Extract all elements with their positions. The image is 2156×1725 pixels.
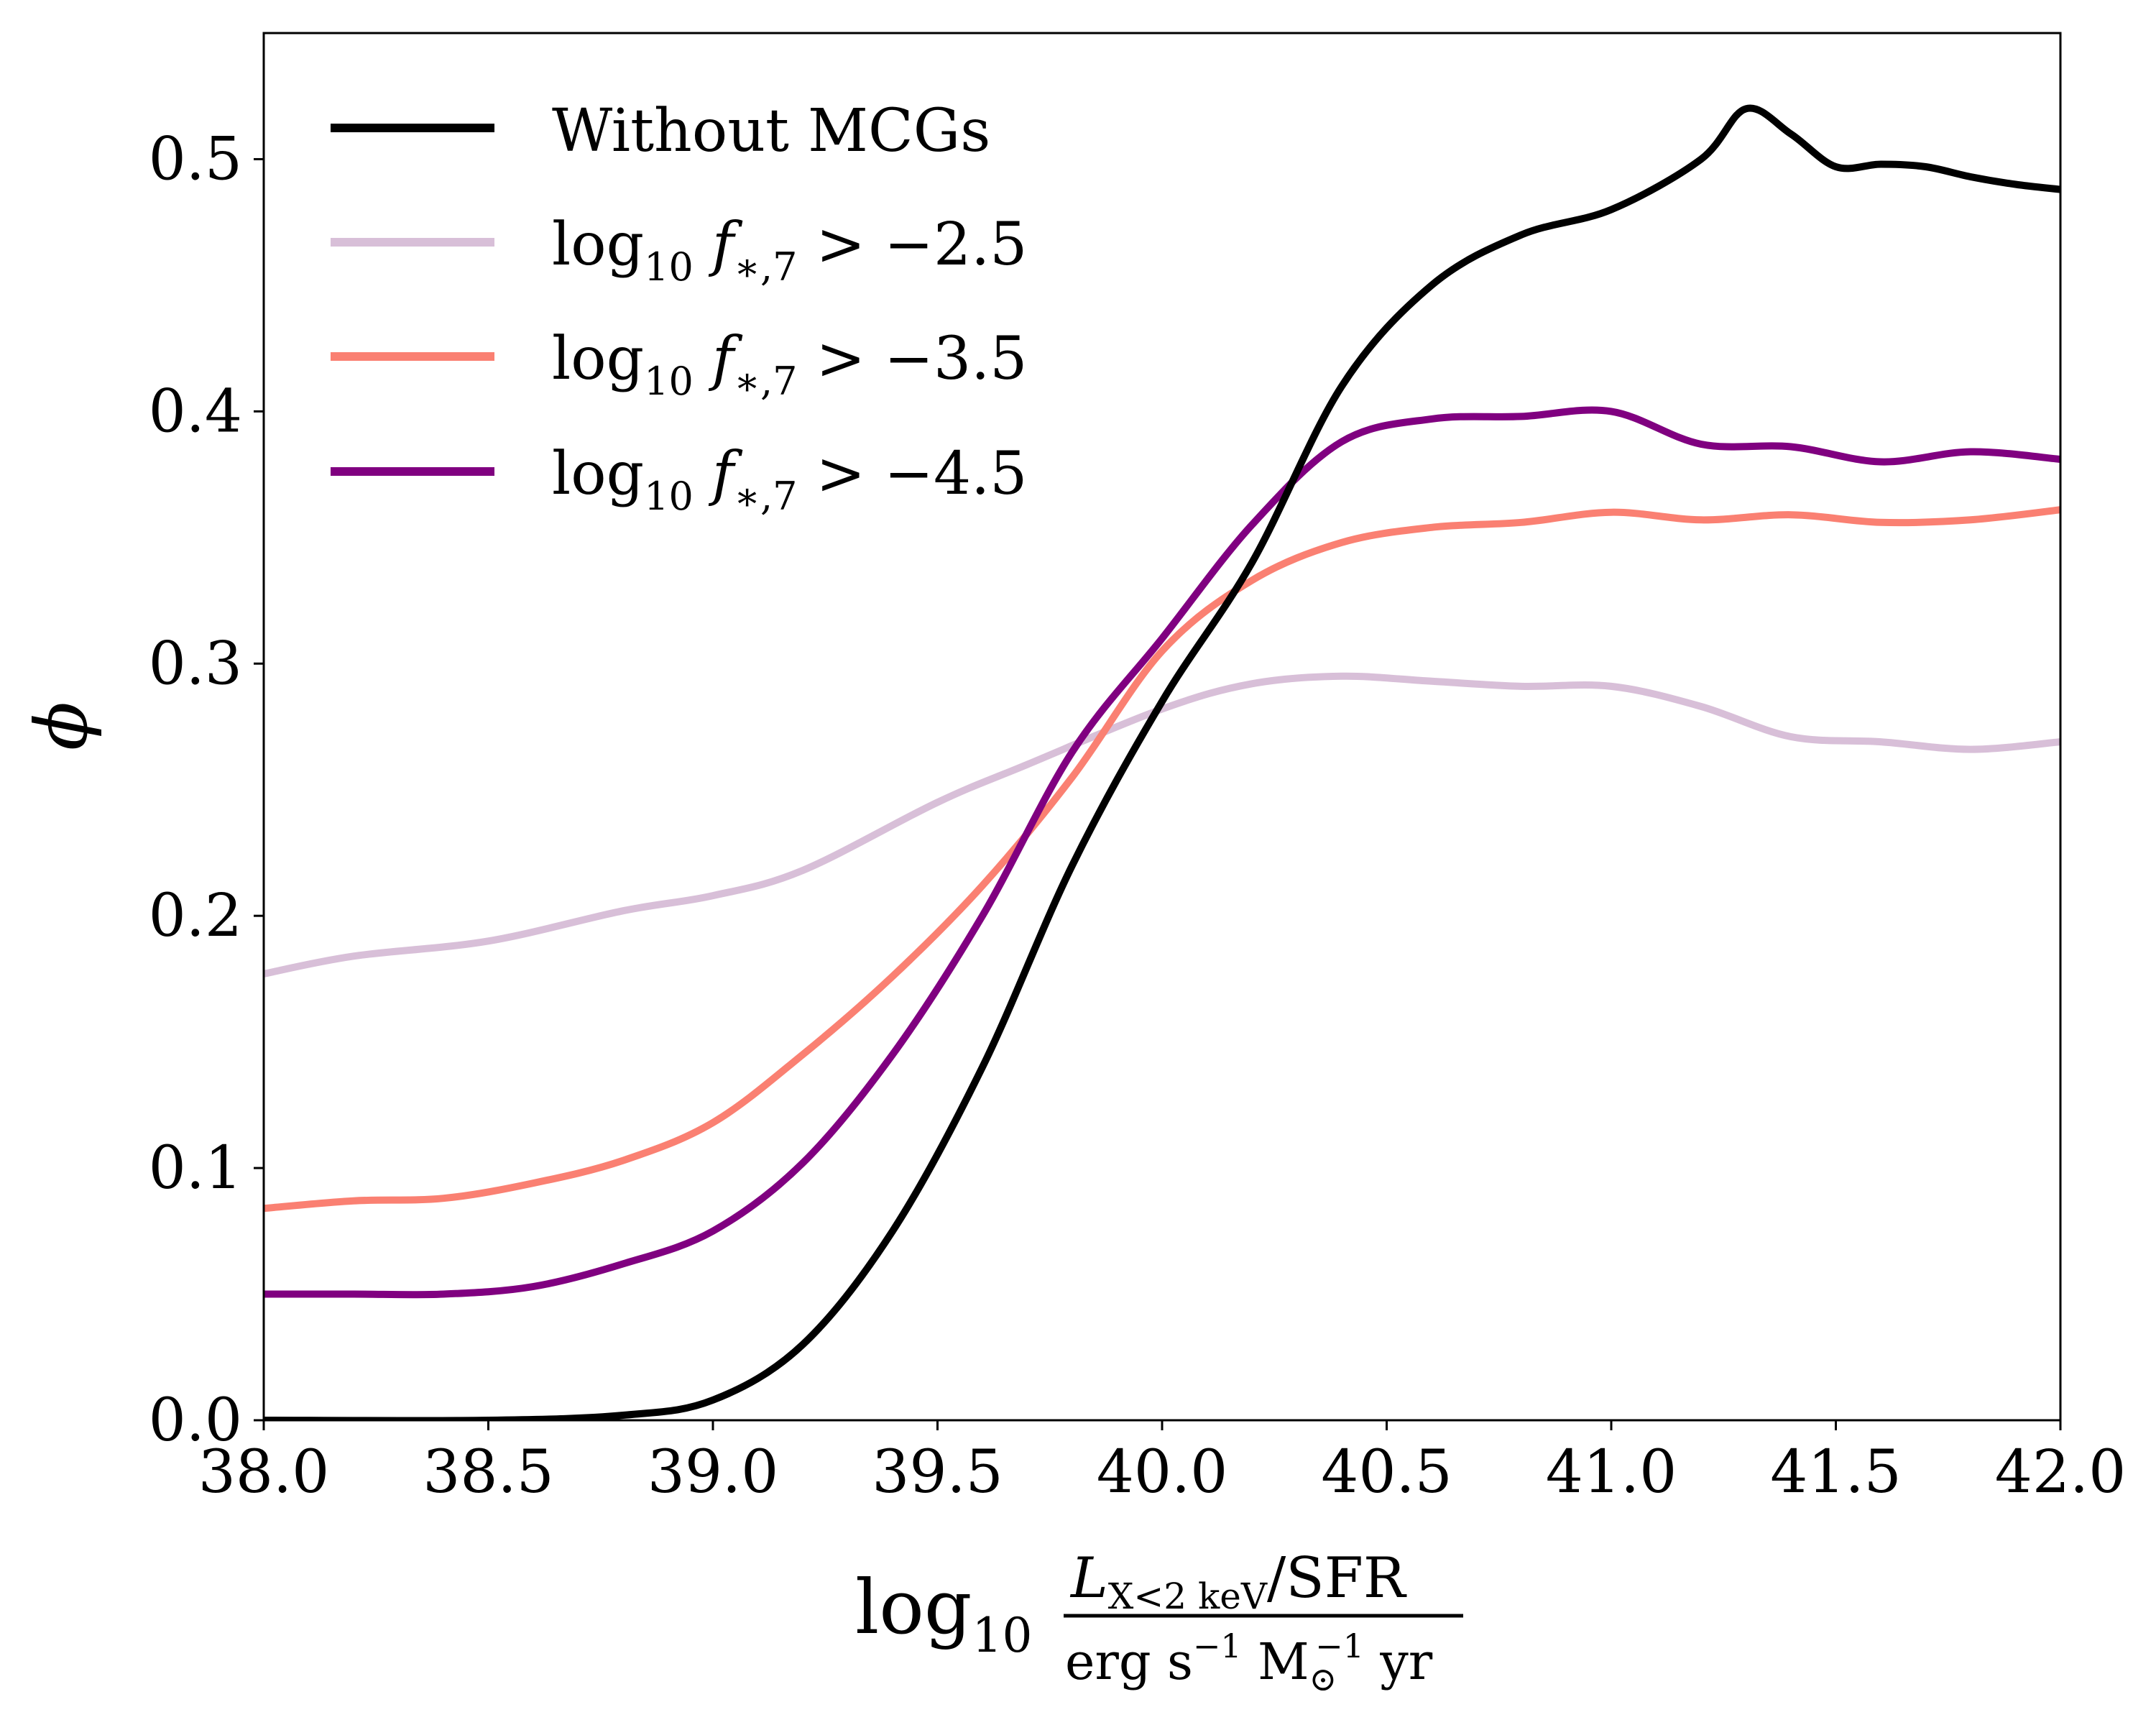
series-line-without-mcgs [264,104,2060,1420]
y-tick-label: 0.4 [149,377,242,446]
y-axis: 0.0 0.1 0.2 0.3 0.4 0.5 [149,125,264,1455]
y-tick-label: 0.2 [149,882,242,950]
x-tick-label: 38.5 [423,1438,554,1506]
y-tick-label: 0.5 [149,125,242,193]
legend-label-3-5: log10 f∗,7 > −3.5 [552,325,1027,404]
series-line-3-5 [264,506,2060,1213]
legend-label-4-5: log10 f∗,7 > −4.5 [552,440,1027,519]
y-axis-label: ϕ [19,702,103,750]
x-tick-label: 41.5 [1770,1438,1902,1506]
x-axis: 38.0 38.5 39.0 39.5 40.0 40.5 41.0 41.5 42.0 [198,1420,2127,1506]
x-tick-label: 42.0 [1995,1438,2127,1506]
x-tick-label: 40.5 [1321,1438,1452,1506]
legend-label-without-mcgs: Without MCGs [552,97,990,165]
x-tick-label: 39.5 [872,1438,1003,1506]
series-line-4-5 [264,406,2060,1299]
legend: Without MCGs log10 f∗,7 > −2.5 log10 f∗,… [331,97,1027,519]
y-tick-label: 0.0 [149,1386,242,1455]
x-label-prefix: log10 [855,1563,1032,1663]
series-line-2-5 [264,672,2060,978]
series-layer [264,104,2060,1420]
y-tick-label: 0.3 [149,630,242,698]
x-axis-label: log10 LX<2 keV/SFR erg s−1 M⊙−1 yr [855,1546,1463,1698]
x-tick-label: 41.0 [1546,1438,1677,1506]
x-tick-label: 40.0 [1097,1438,1228,1506]
x-label-numerator: LX<2 keV/SFR [1069,1546,1407,1617]
x-tick-label: 38.0 [198,1438,330,1506]
y-tick-label: 0.1 [149,1134,242,1202]
legend-label-2-5: log10 f∗,7 > −2.5 [552,211,1027,290]
x-label-denominator: erg s−1 M⊙−1 yr [1065,1627,1433,1698]
x-tick-label: 39.0 [648,1438,779,1506]
